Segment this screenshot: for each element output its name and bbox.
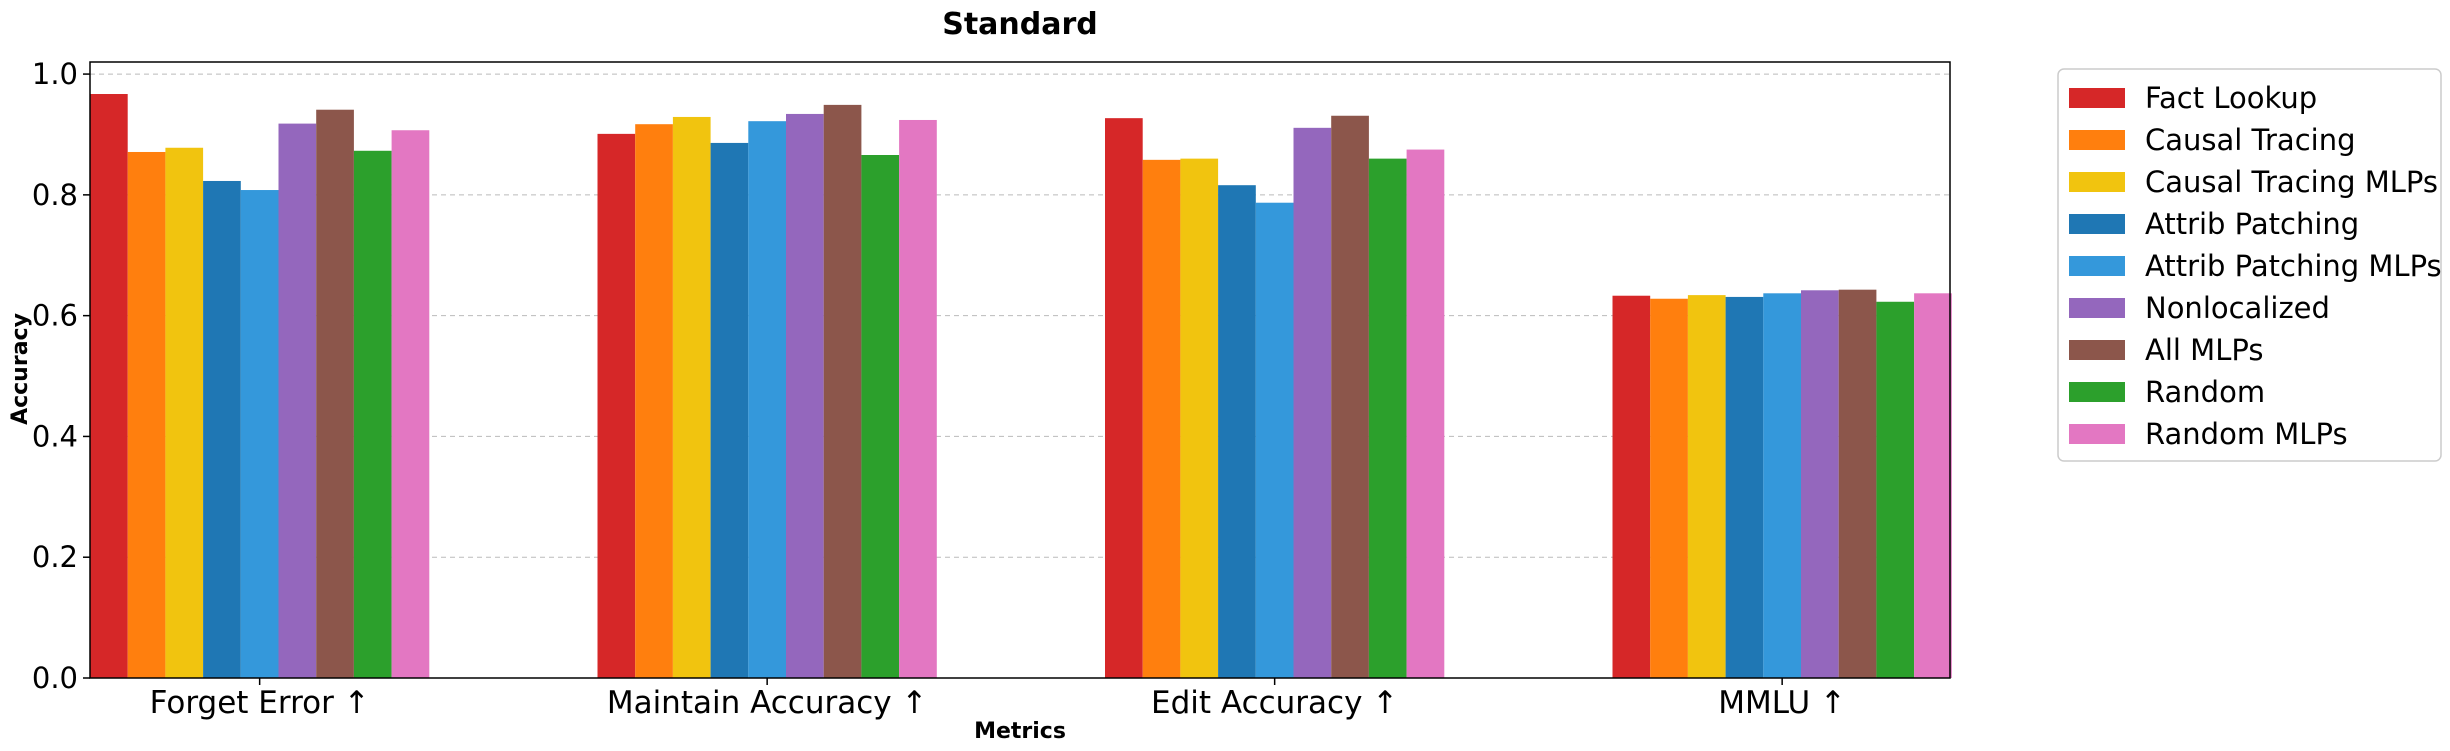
legend-swatch: [2069, 88, 2125, 108]
bar: [1687, 295, 1726, 678]
x-axis-ticks: Forget Error ↑ Maintain Accuracy ↑ Edit Ac…: [150, 678, 1846, 721]
bar: [1105, 118, 1143, 679]
bar: [1255, 202, 1294, 678]
legend-label: Nonlocalized: [2145, 291, 2330, 325]
bar: [786, 113, 824, 678]
x-tick-label: Edit Accuracy ↑: [1151, 685, 1398, 721]
bar: [1180, 158, 1219, 679]
y-axis-label: Accuracy: [8, 313, 33, 425]
bar: [899, 119, 937, 679]
legend-label: Causal Tracing: [2145, 123, 2356, 157]
bar: [127, 151, 166, 678]
bar: [353, 150, 392, 678]
legend-swatch: [2069, 298, 2125, 318]
legend-label: Random: [2145, 375, 2265, 409]
bar: [1142, 159, 1181, 678]
bar: [1612, 295, 1651, 678]
bar: [90, 94, 128, 679]
legend-label: Attrib Patching: [2145, 207, 2359, 241]
legend-swatch: [2069, 256, 2125, 276]
bar: [1368, 158, 1407, 679]
y-tick-label: 0.4: [32, 419, 78, 453]
bar: [710, 142, 749, 679]
bar: [1876, 301, 1915, 678]
bar: [1763, 293, 1801, 678]
bar: [1801, 290, 1839, 678]
legend-box: [2057, 68, 2442, 462]
bar: [672, 116, 711, 679]
legend-label: All MLPs: [2145, 333, 2263, 367]
y-tick-label: 1.0: [32, 57, 78, 91]
x-tick-label: MMLU ↑: [1718, 685, 1846, 721]
legend-items: Fact Lookup Causal Tracing Causal Tracing …: [2069, 81, 2442, 451]
bar: [391, 130, 430, 678]
legend-swatch: [2069, 424, 2125, 444]
bar: [278, 123, 317, 679]
bar: [1838, 289, 1877, 678]
legend-label: Causal Tracing MLPs: [2145, 165, 2438, 199]
plot-frame: [89, 61, 1951, 679]
bar: [748, 121, 786, 678]
bar: [165, 147, 204, 679]
bar: [203, 180, 241, 679]
legend-swatch: [2069, 382, 2125, 402]
bar: [861, 155, 900, 679]
legend-label: Fact Lookup: [2145, 81, 2317, 115]
chart-title: Standard: [942, 7, 1098, 42]
bar: [597, 133, 636, 678]
legend-swatch: [2069, 214, 2125, 234]
bar: [1331, 115, 1369, 678]
x-axis-label: Metrics: [974, 719, 1066, 744]
legend-swatch: [2069, 130, 2125, 150]
legend: Fact Lookup Causal Tracing Causal Tracing …: [2057, 68, 2442, 462]
legend-label: Random MLPs: [2145, 417, 2348, 451]
bar: [1218, 185, 1256, 678]
bar: [1406, 149, 1445, 679]
bar: [1914, 293, 1952, 678]
bar: [316, 109, 354, 679]
legend-label: Attrib Patching MLPs: [2145, 249, 2442, 283]
y-tick-label: 0.6: [32, 299, 78, 333]
x-tick-label: Maintain Accuracy ↑: [607, 685, 928, 721]
x-tick-label: Forget Error ↑: [150, 685, 370, 721]
y-tick-label: 0.0: [32, 661, 78, 695]
legend-swatch: [2069, 172, 2125, 192]
y-tick-label: 0.8: [32, 178, 78, 212]
y-axis-ticks: 0.0 0.2 0.4 0.6 0.8 1.0: [32, 57, 90, 695]
bar: [1725, 296, 1764, 678]
bar: [635, 124, 673, 678]
bars: [90, 94, 1952, 679]
legend-swatch: [2069, 340, 2125, 360]
y-tick-label: 0.2: [32, 540, 78, 574]
bar: [1650, 298, 1688, 678]
bar: [240, 190, 279, 678]
bar: [1293, 127, 1332, 678]
bar: [823, 104, 862, 679]
